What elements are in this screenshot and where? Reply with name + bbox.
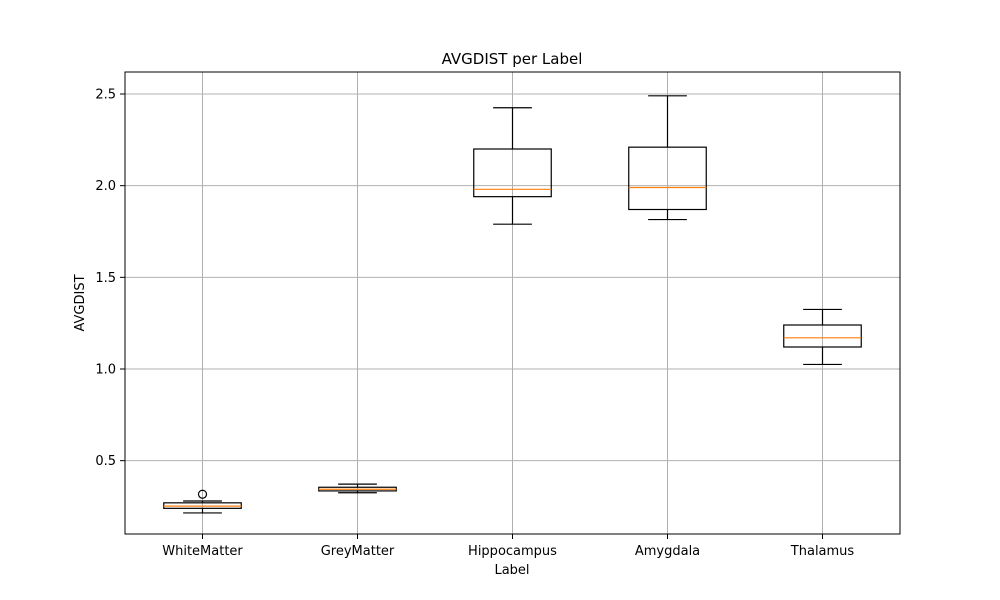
iqr-box bbox=[628, 146, 707, 211]
x-tick-label: Amygdala bbox=[635, 544, 700, 559]
y-tick-label: 1.0 bbox=[95, 363, 116, 378]
box-thalamus bbox=[783, 308, 862, 366]
y-tick-label: 2.5 bbox=[95, 88, 116, 103]
y-tick-label: 2.0 bbox=[95, 179, 116, 194]
iqr-box bbox=[473, 148, 552, 198]
boxes bbox=[163, 95, 862, 514]
x-tick-label: Thalamus bbox=[790, 544, 855, 559]
box-amygdala bbox=[628, 95, 707, 221]
y-tick-label: 0.5 bbox=[95, 454, 116, 469]
x-tick-label: GreyMatter bbox=[321, 544, 395, 559]
y-axis-title: AVGDIST bbox=[73, 274, 88, 331]
box-hippocampus bbox=[473, 107, 552, 225]
axis-ticks: WhiteMatter GreyMatter Hippocampus Amygdala… bbox=[95, 88, 854, 560]
outlier-point bbox=[197, 489, 208, 499]
y-tick-label: 1.5 bbox=[95, 271, 116, 286]
box-greymatter bbox=[318, 483, 397, 494]
iqr-box bbox=[783, 324, 862, 348]
x-tick-label: Hippocampus bbox=[468, 544, 557, 559]
x-axis-title: Label bbox=[494, 563, 529, 578]
box-whitematter bbox=[163, 489, 242, 514]
x-tick-label: WhiteMatter bbox=[162, 544, 243, 559]
chart-title: AVGDIST per Label bbox=[442, 50, 583, 68]
